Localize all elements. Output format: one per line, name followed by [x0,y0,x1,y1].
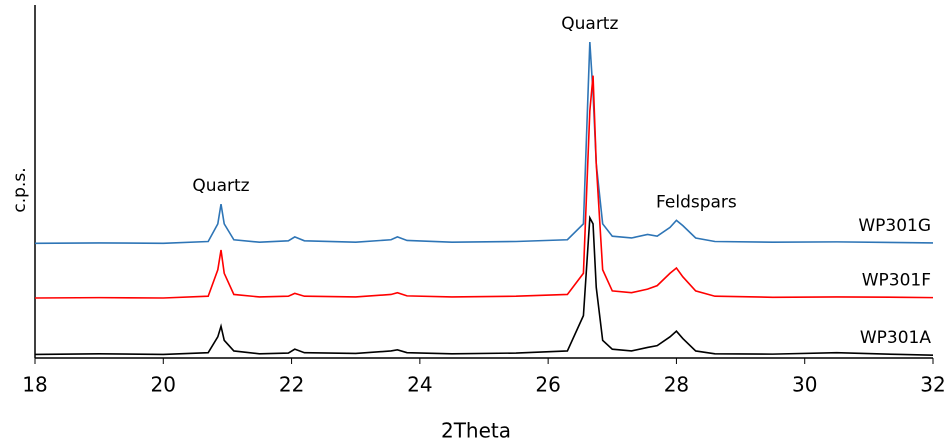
x-tick-label: 28 [664,373,689,397]
series-line [34,42,934,245]
x-tick-label: 24 [407,373,432,397]
x-tick-label: 20 [151,373,176,397]
annotation: Quartz [192,176,249,196]
series-label: WP301F [862,271,931,291]
x-tick-label: 22 [279,373,304,397]
x-tick-label: 30 [792,373,817,397]
series-label: WP301A [860,328,932,348]
series-line [34,75,934,299]
x-axis-label: 2Theta [441,419,511,443]
series-line [34,215,934,356]
annotation: Quartz [561,14,618,34]
x-tick-label: 26 [535,373,560,397]
annotation: Feldspars [656,192,737,212]
series-label: WP301G [858,216,931,236]
y-axis-label: c.p.s. [10,167,30,212]
x-tick-label: 32 [920,373,945,397]
x-tick-label: 18 [22,373,47,397]
